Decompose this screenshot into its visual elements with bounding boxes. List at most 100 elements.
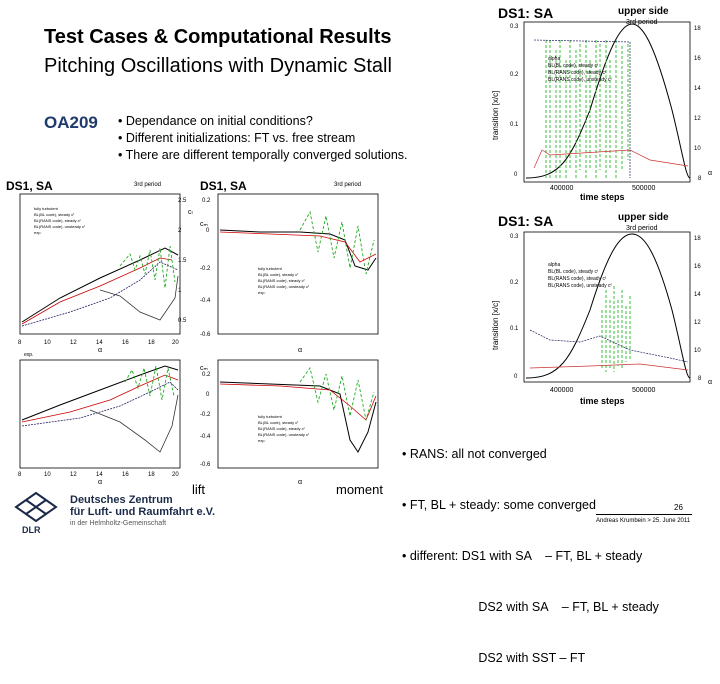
tick-label: 8	[18, 340, 22, 346]
legend: alpha BL(BL code), steady cᶠ BL(RANS cod…	[548, 262, 613, 289]
plot-title: DS1: SA	[498, 213, 553, 229]
axis-label: cₘ	[200, 221, 208, 228]
tick-label: 0	[514, 374, 518, 380]
axis-label: α	[298, 347, 302, 354]
caption-lift: lift	[192, 482, 205, 497]
legend: fully turbulent BL(BL code), steady cᶠ B…	[34, 206, 85, 235]
tick-label: -0.2	[200, 266, 211, 272]
tick-label: 400000	[550, 387, 573, 394]
axis-label: α	[98, 347, 102, 354]
tick-label: 16	[694, 56, 701, 62]
dlr-mark-text: DLR	[22, 525, 41, 535]
note-line: • RANS: all not converged	[402, 447, 547, 461]
steady-transition-line	[533, 149, 689, 169]
tick-label: 16	[122, 340, 129, 346]
dlr-name-line: Deutsches Zentrum	[70, 494, 173, 506]
cm-axis-ticks: 0.2 0 -0.2 -0.4 -0.6	[200, 198, 211, 338]
tick-label: 20	[172, 472, 179, 478]
plot-cl-bottom: 8 10 12 14 16 18 20 α	[18, 359, 181, 486]
tick-label: 14	[694, 86, 701, 92]
tick-label: 0.1	[510, 122, 519, 128]
x-axis-ticks: 8 10 12 14 16 18 20	[18, 340, 179, 346]
dlr-logo: DLR	[14, 491, 58, 535]
tick-label: 400000	[550, 185, 573, 192]
legend-item: BL(BL code), steady cᶠ	[548, 269, 599, 275]
results-notes: • RANS: all not converged • FT, BL + ste…	[402, 412, 659, 684]
tick-label: 12	[70, 340, 77, 346]
unsteady-transition-band	[545, 40, 629, 178]
legend-item: BL(RANS code), steady cᶠ	[258, 426, 305, 431]
period-label: 3rd period	[334, 182, 361, 188]
y2-axis-ticks: 18 16 14 12 10 8	[694, 236, 702, 382]
curve-rans-unsteady	[124, 365, 175, 401]
period-label: 3rd period	[134, 182, 161, 188]
tick-label: 12	[694, 320, 701, 326]
legend-item: BL(RANS code), unsteady cᶠ	[548, 283, 613, 289]
curve-ft	[21, 365, 179, 421]
tick-label: 0.5	[178, 318, 187, 324]
legend-item: BL(BL code), steady cᶠ	[548, 63, 599, 69]
y-axis-ticks: 0.3 0.2 0.1 0	[510, 24, 519, 178]
tick-label: 14	[694, 292, 701, 298]
footer-divider	[596, 514, 692, 515]
axis-label: time steps	[580, 192, 625, 202]
curve-ft	[219, 381, 377, 453]
legend-item: BL(BL code), steady cᶠ	[258, 420, 298, 425]
curve-bl-steady	[219, 383, 377, 421]
tick-label: 2.5	[178, 198, 187, 204]
curve-bl-steady	[219, 231, 377, 263]
legend: fully turbulent BL(BL code), steady cᶠ B…	[258, 266, 309, 295]
legend-item: fully turbulent	[258, 266, 283, 271]
axis-label: α	[298, 479, 302, 486]
curve-rans-unsteady	[119, 245, 176, 289]
note-line: DS2 with SST – FT	[402, 651, 586, 665]
legend-item: exp.	[258, 438, 266, 443]
alpha-curve	[525, 233, 691, 379]
x-axis-ticks: 400000 500000	[550, 185, 655, 192]
exp-label: exp.	[24, 352, 33, 358]
tick-label: 0.1	[510, 326, 519, 332]
curve-ft	[21, 247, 179, 323]
tick-label: -0.6	[200, 462, 211, 468]
bullet-item: • Dependance on initial conditions?	[118, 114, 313, 128]
note-line: DS2 with SA – FT, BL + steady	[402, 600, 659, 614]
plot-frame	[19, 193, 181, 335]
tick-label: 12	[70, 472, 77, 478]
transition-plot-top: DS1: SA upper side 3rd period 0.3 0.2 0.…	[491, 5, 712, 202]
panel-label: DS1, SA	[200, 179, 247, 193]
plot-frame	[523, 231, 691, 383]
tick-label: -0.4	[200, 298, 211, 304]
tick-label: 10	[44, 472, 51, 478]
tick-label: 1.5	[178, 258, 187, 264]
axis-label: α	[98, 479, 102, 486]
caption-moment: moment	[336, 482, 383, 497]
axis-label: α	[708, 379, 712, 386]
alpha-curve	[525, 23, 691, 179]
legend-item: exp.	[258, 290, 266, 295]
slide-title: Test Cases & Computational Results	[44, 26, 392, 48]
legend-item: BL(RANS code), steady cᶠ	[34, 218, 81, 223]
side-label: upper side	[618, 212, 669, 223]
tick-label: 0.2	[510, 72, 519, 78]
legend: fully turbulent BL(BL code), steady cᶠ B…	[258, 414, 309, 443]
plot-frame	[217, 193, 379, 335]
plot-frame	[217, 359, 379, 469]
tick-label: 18	[148, 340, 155, 346]
tick-label: 12	[694, 116, 701, 122]
tick-label: 18	[694, 26, 701, 32]
rans-steady-line	[529, 329, 689, 363]
plot-cm-bottom: 0.2 0 -0.2 -0.4 -0.6 cₘ fully turbulent …	[200, 359, 379, 486]
tick-label: 500000	[632, 185, 655, 192]
dlr-name-line: für Luft- und Raumfahrt e.V.	[70, 506, 216, 518]
legend-item: BL(RANS code), steady cᶠ	[258, 278, 305, 283]
axis-label: time steps	[580, 396, 625, 406]
curve-rans-unsteady	[299, 210, 375, 275]
tick-label: 10	[44, 340, 51, 346]
legend-item: exp.	[34, 230, 42, 235]
axis-label: transition [x/c]	[491, 301, 500, 350]
axis-label: transition [x/c]	[491, 91, 500, 140]
curve-bl-steady	[21, 374, 179, 423]
transition-plots: DS1: SA upper side 3rd period 0.3 0.2 0.…	[491, 5, 712, 406]
legend-item: BL(RANS code), steady cᶠ	[548, 70, 607, 76]
plot-frame	[523, 21, 691, 183]
